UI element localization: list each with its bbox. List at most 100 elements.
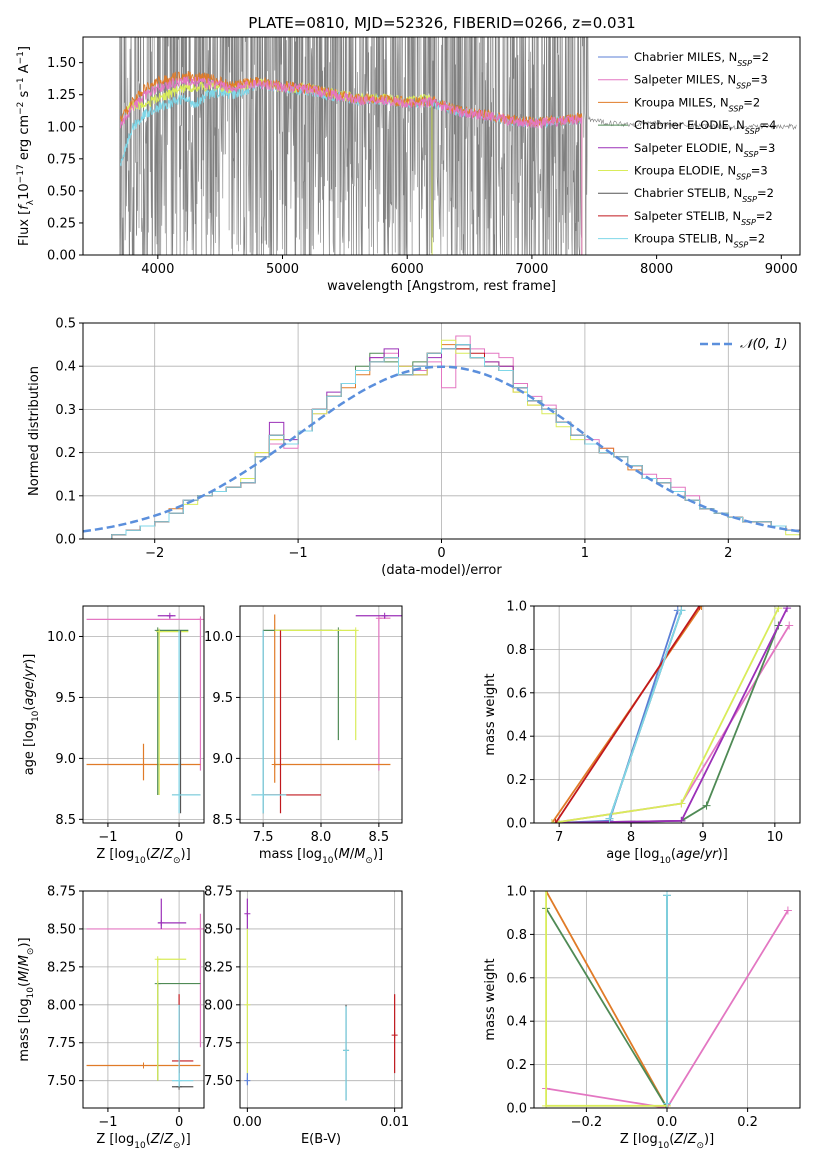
label-part: 10 — [322, 856, 334, 866]
series-line — [551, 625, 790, 823]
x-tick-label: 0 — [437, 546, 445, 561]
axes-frame — [239, 605, 403, 824]
series-line — [608, 610, 683, 819]
x-tick-label: 0.0 — [657, 1115, 678, 1130]
label-part: ( — [334, 847, 339, 862]
legend-suffix: =3 — [751, 73, 768, 87]
y-tick-label: 0.2 — [55, 446, 76, 461]
x-axis-label: E(B-V) — [301, 1132, 341, 1147]
y-tick-label: 7.50 — [47, 1074, 76, 1089]
label-part: 10 — [658, 1141, 670, 1151]
y-tick-label: 1.50 — [47, 56, 76, 71]
y-tick-label: 8.00 — [204, 998, 233, 1013]
errorbar-kroupa-elodie — [156, 628, 189, 795]
grid — [83, 891, 204, 1108]
legend-suffix: =2 — [752, 50, 769, 64]
series-chabrier-elodie — [547, 621, 783, 823]
errorbar-kroupa-stelib — [171, 1004, 194, 1087]
series-marker — [677, 816, 686, 823]
legend-text: Kroupa STELIB, N — [634, 232, 734, 246]
errorbar-salpeter-elodie — [157, 898, 187, 929]
x-axis-label: mass [log10(M/M⊙)] — [259, 847, 383, 866]
y-tick-label: 0.8 — [506, 643, 527, 658]
errorbar-kroupa-stelib — [171, 630, 201, 814]
errorbar-chabrier-miles — [244, 1073, 251, 1086]
y-tick-label: 8.5 — [212, 813, 233, 828]
series-marker — [542, 891, 551, 895]
x-tick-label: 0.01 — [380, 1115, 409, 1130]
label-part: age [log — [606, 847, 659, 862]
label-part: 10 — [134, 856, 146, 866]
series-chabrier-miles — [547, 606, 682, 823]
marker — [156, 628, 163, 635]
series-marker — [785, 621, 794, 630]
errorbar-salpeter-elodie — [157, 612, 176, 619]
y-tick-label: 7.75 — [47, 1036, 76, 1051]
axes-frame — [239, 890, 403, 1109]
legend-suffix: =3 — [751, 164, 768, 178]
y-tick-label: 8.75 — [47, 885, 76, 900]
grid — [83, 606, 204, 823]
series-line — [551, 607, 780, 823]
series-marker — [677, 799, 686, 808]
x-tick-label: 7000 — [515, 262, 548, 277]
legend-text: Chabrier STELIB, N — [634, 186, 742, 200]
marker — [197, 616, 204, 623]
series-kroupa-elodie — [547, 606, 783, 823]
legend-text: Salpeter STELIB, N — [634, 209, 741, 223]
axes-mass_weight_vs_Z: −0.2 0.0 0.2 0.0 0.2 0.4 0.6 0.8 1.0 mass weight Z… — [483, 885, 801, 1151]
legend-sub: SSP — [745, 127, 760, 136]
x-tick-label: −1 — [98, 830, 117, 845]
axes-mass_weight_vs_age: 7 8 9 10 0.0 0.2 0.4 0.6 0.8 1.0 mass weight age [l… — [483, 600, 801, 866]
label-part: M — [339, 847, 350, 862]
marker — [271, 761, 278, 768]
x-tick-label: 2 — [724, 546, 732, 561]
x-tick-label: 6000 — [391, 262, 424, 277]
label-part: / — [350, 847, 355, 862]
axes-frame — [82, 322, 801, 540]
legend-sub: SSP — [742, 195, 757, 204]
x-tick-label: −2 — [145, 546, 164, 561]
label-part: 10 — [134, 1141, 146, 1151]
errorbar-salpeter-miles — [375, 615, 391, 771]
series-marker — [697, 606, 706, 610]
label-part: ( — [22, 706, 37, 711]
legend-sub: SSP — [736, 81, 751, 90]
y-axis-label: mass weight — [483, 673, 498, 755]
label-part: )] — [704, 1132, 714, 1147]
legend-suffix: =2 — [756, 209, 773, 223]
legend-sub: SSP — [744, 149, 759, 158]
label-part: / — [700, 847, 705, 862]
legend-suffix: =2 — [743, 95, 760, 109]
series-kroupa-stelib — [605, 606, 686, 823]
errorbar-salpeter-stelib — [263, 630, 321, 814]
label-part: ⊙ — [365, 856, 373, 866]
marker — [140, 1062, 147, 1069]
label-part: M — [17, 971, 32, 982]
legend-entry: Kroupa STELIB, NSSP=2 — [634, 232, 765, 250]
legend-entry: Chabrier ELODIE, NSSP=4 — [634, 118, 776, 136]
errorbar-kroupa-stelib — [343, 1006, 350, 1101]
label-part: 10 — [31, 710, 41, 722]
legend-sub: SSP — [737, 59, 752, 68]
label-part: −2 — [16, 102, 26, 115]
label-part: )] — [718, 847, 728, 862]
series-marker — [702, 801, 711, 810]
legend-entry: Salpeter STELIB, NSSP=2 — [634, 209, 773, 227]
legend-entry: Kroupa MILES, NSSP=2 — [634, 95, 760, 113]
x-tick-label: 5000 — [266, 262, 299, 277]
legend-sub: SSP — [736, 172, 751, 181]
label-part: mass [log — [17, 998, 32, 1061]
label-part: Flux [ — [17, 210, 32, 246]
label-part: ( — [669, 1132, 674, 1147]
errorbar-salpeter-stelib — [171, 994, 194, 1074]
normal-curve — [83, 365, 800, 533]
x-axis-label: wavelength [Angstrom, rest frame] — [327, 279, 556, 294]
x-tick-label: −0.2 — [571, 1115, 603, 1130]
errorbar-kroupa-elodie — [274, 627, 359, 741]
y-tick-label: 0.8 — [506, 928, 527, 943]
axes-spectrum: 4000 5000 6000 7000 8000 9000 0.00 0.25 0.50 0.75… — [16, 36, 801, 294]
legend-suffix: =4 — [760, 118, 777, 132]
y-axis-label: mass [log10(M/M⊙)] — [17, 937, 36, 1061]
legend-text: Chabrier MILES, N — [634, 50, 737, 64]
